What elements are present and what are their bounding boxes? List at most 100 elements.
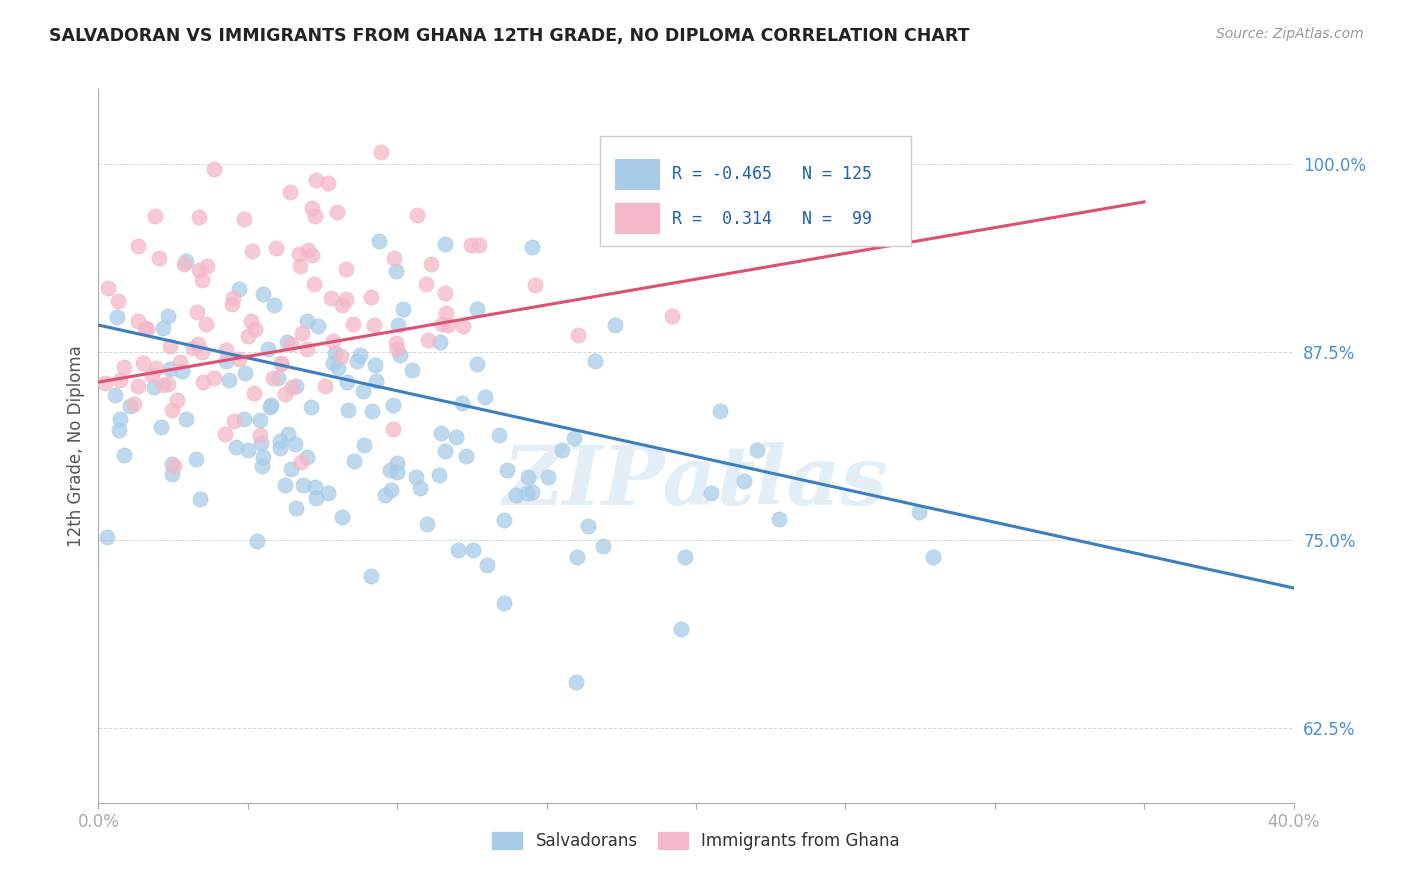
Point	[488, 427, 510, 442]
Point	[214, 426, 236, 441]
Point	[269, 434, 291, 448]
Point	[246, 534, 269, 549]
Point	[747, 443, 769, 458]
Point	[145, 361, 167, 376]
Point	[112, 449, 135, 463]
Point	[335, 292, 357, 306]
Point	[661, 309, 683, 323]
Point	[465, 301, 488, 316]
Point	[188, 491, 211, 506]
Point	[314, 379, 336, 393]
Point	[97, 281, 120, 295]
Point	[250, 459, 273, 474]
Point	[173, 257, 195, 271]
Point	[176, 412, 198, 426]
Point	[233, 412, 256, 426]
Point	[233, 366, 256, 380]
Text: R = -0.465   N = 125: R = -0.465 N = 125	[672, 165, 872, 183]
Point	[522, 485, 544, 500]
Point	[382, 251, 405, 265]
Legend: Salvadorans, Immigrants from Ghana: Salvadorans, Immigrants from Ghana	[484, 824, 908, 859]
Point	[465, 357, 488, 371]
Point	[567, 328, 589, 343]
Point	[181, 341, 204, 355]
Point	[605, 318, 627, 333]
Point	[214, 353, 236, 368]
Point	[94, 376, 117, 391]
FancyBboxPatch shape	[600, 136, 911, 246]
Point	[281, 380, 304, 394]
Point	[107, 310, 129, 324]
Point	[172, 363, 194, 377]
Point	[193, 376, 215, 390]
Point	[245, 322, 267, 336]
Point	[429, 334, 451, 349]
Point	[157, 309, 180, 323]
Point	[382, 422, 405, 436]
Point	[233, 212, 256, 227]
Point	[225, 440, 247, 454]
Point	[141, 368, 163, 382]
Point	[316, 485, 339, 500]
Point	[222, 414, 245, 428]
Point	[322, 334, 344, 348]
Point	[342, 317, 364, 331]
Point	[332, 509, 354, 524]
Point	[477, 558, 499, 572]
Point	[446, 430, 468, 444]
Point	[456, 449, 478, 463]
Point	[169, 354, 191, 368]
Point	[187, 336, 209, 351]
Point	[524, 278, 547, 293]
Point	[120, 399, 142, 413]
Point	[148, 252, 170, 266]
Point	[166, 393, 188, 408]
Point	[370, 145, 392, 160]
Point	[330, 298, 353, 312]
Point	[346, 354, 368, 368]
Point	[326, 205, 349, 219]
Point	[322, 356, 344, 370]
Point	[276, 335, 298, 350]
Point	[385, 264, 408, 278]
Point	[295, 450, 318, 465]
Point	[576, 519, 599, 533]
Point	[463, 543, 485, 558]
Point	[122, 397, 145, 411]
Point	[562, 432, 585, 446]
Point	[263, 298, 285, 312]
Point	[288, 247, 311, 261]
Point	[420, 257, 443, 271]
Point	[565, 675, 588, 690]
Point	[295, 342, 318, 356]
Point	[299, 400, 322, 414]
Point	[335, 261, 357, 276]
Point	[382, 398, 405, 412]
Point	[108, 412, 131, 426]
Point	[336, 375, 359, 389]
Point	[768, 511, 790, 525]
Point	[364, 375, 387, 389]
Point	[249, 412, 271, 426]
Point	[434, 236, 457, 251]
Point	[242, 244, 264, 258]
Point	[243, 386, 266, 401]
Point	[262, 370, 284, 384]
Point	[186, 305, 208, 319]
Point	[304, 209, 326, 223]
Point	[290, 455, 312, 469]
Point	[437, 318, 460, 332]
Point	[284, 437, 307, 451]
Point	[108, 423, 131, 437]
Point	[505, 488, 527, 502]
Point	[277, 427, 299, 442]
Point	[96, 529, 118, 543]
Point	[406, 209, 429, 223]
FancyBboxPatch shape	[614, 202, 661, 235]
Point	[430, 425, 453, 440]
Text: Source: ZipAtlas.com: Source: ZipAtlas.com	[1216, 27, 1364, 41]
Point	[700, 485, 723, 500]
Point	[297, 243, 319, 257]
Point	[385, 335, 408, 350]
Point	[392, 302, 415, 317]
